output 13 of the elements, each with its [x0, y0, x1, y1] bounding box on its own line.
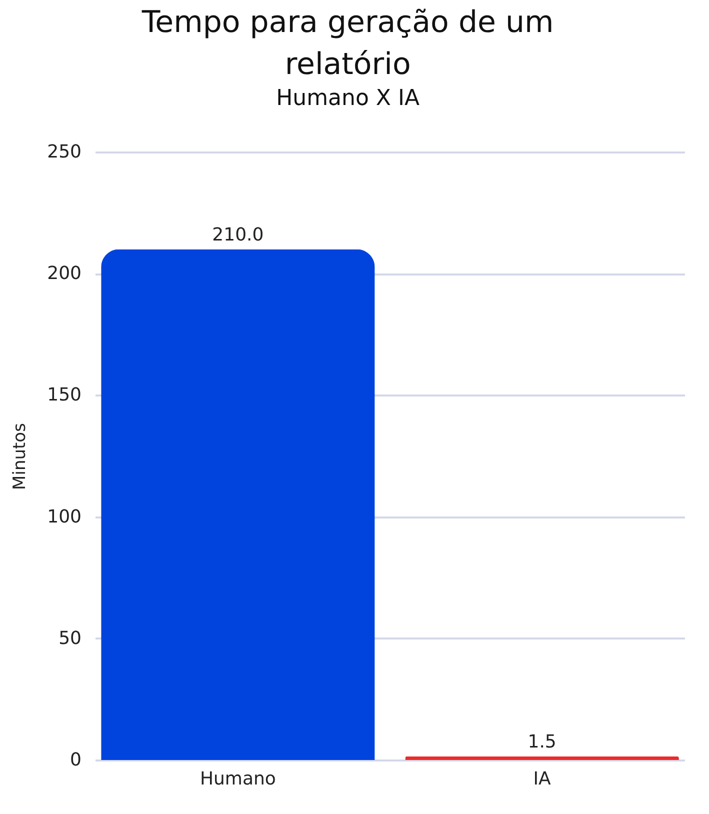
chart-subtitle: Humano X IA: [276, 86, 420, 111]
y-tick-label: 250: [47, 142, 82, 162]
x-tick-label: IA: [533, 768, 552, 790]
y-tick-label: 50: [58, 628, 82, 649]
chart-title: Tempo para geração de um relatório: [140, 5, 554, 82]
y-tick-label: 200: [47, 263, 82, 284]
y-tick-label: 150: [47, 384, 82, 406]
y-tick-label: 0: [70, 750, 82, 770]
y-axis-title: Minutos: [10, 422, 30, 490]
data-label: 210.0: [212, 224, 264, 246]
y-tick-label: 100: [47, 506, 82, 528]
x-tick-label: Humano: [200, 768, 276, 790]
data-label: 1.5: [528, 731, 556, 752]
